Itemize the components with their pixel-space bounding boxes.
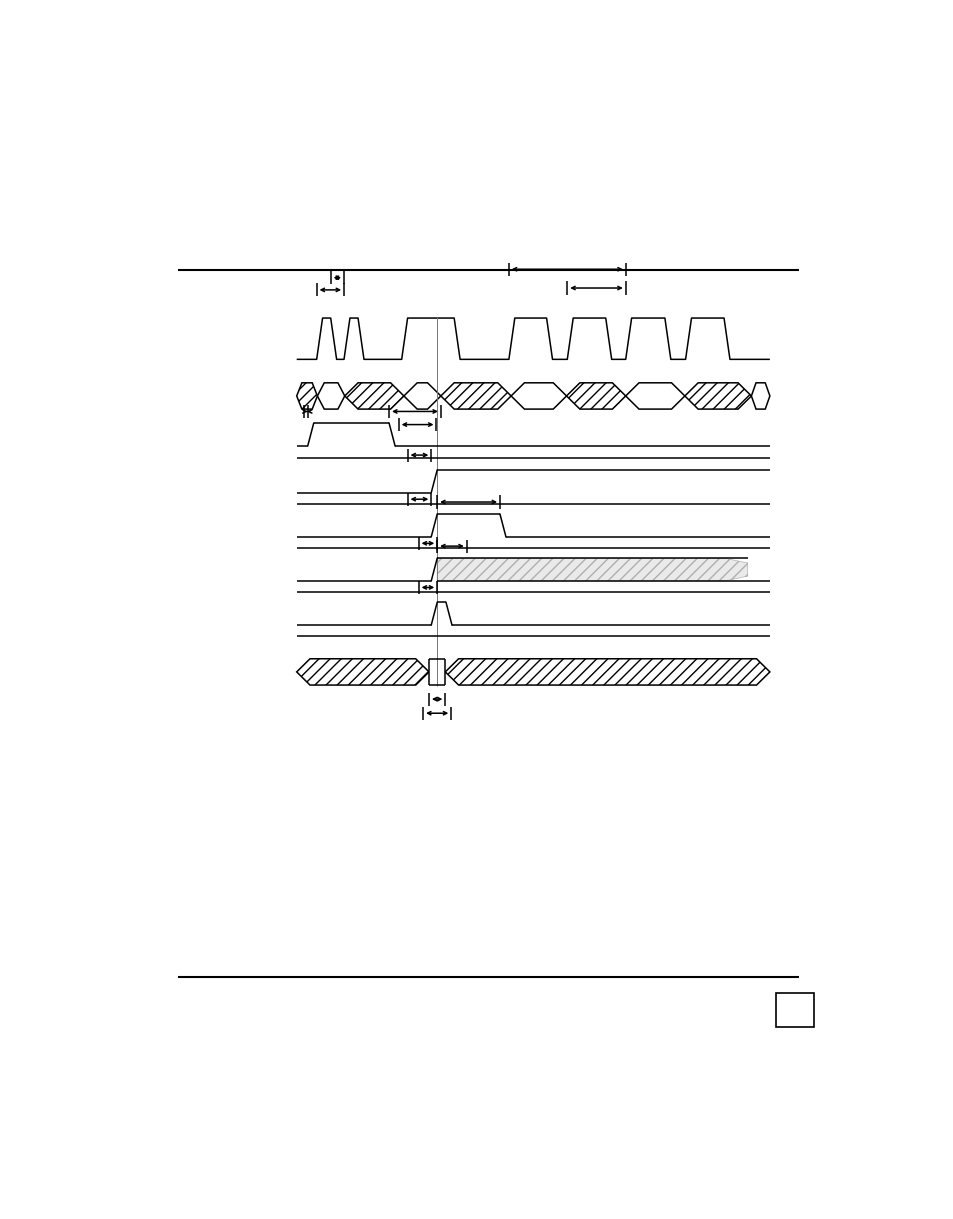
Bar <box>775 993 813 1026</box>
Polygon shape <box>566 383 625 410</box>
Polygon shape <box>440 383 511 410</box>
Polygon shape <box>445 658 769 685</box>
Polygon shape <box>751 383 769 410</box>
Polygon shape <box>511 383 566 410</box>
Polygon shape <box>625 383 684 410</box>
Polygon shape <box>296 383 317 410</box>
Polygon shape <box>344 383 403 410</box>
Bar <box>429 658 445 685</box>
Polygon shape <box>684 383 751 410</box>
Polygon shape <box>317 383 344 410</box>
Polygon shape <box>403 383 440 410</box>
Polygon shape <box>296 658 429 685</box>
Polygon shape <box>436 558 747 581</box>
